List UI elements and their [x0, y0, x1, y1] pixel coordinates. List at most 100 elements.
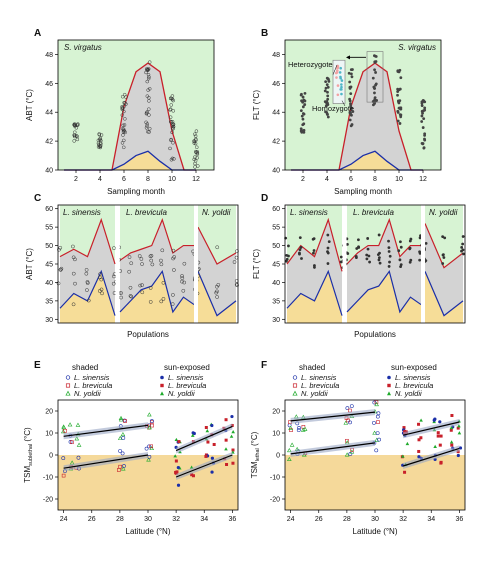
- data-point: [168, 146, 172, 151]
- data-point: [299, 246, 303, 249]
- data-point: [210, 423, 214, 428]
- data-point: [460, 245, 464, 249]
- data-point: [59, 266, 64, 271]
- data-point: [75, 422, 81, 427]
- data-point: [97, 144, 102, 148]
- lower-envelope-fill: [425, 271, 463, 323]
- data-point: [173, 454, 177, 458]
- highlight-box: [332, 59, 346, 104]
- data-point: [417, 455, 421, 459]
- data-point: [150, 419, 154, 423]
- data-point: [326, 115, 330, 119]
- data-point: [147, 425, 152, 430]
- x-tick-label: 34: [200, 516, 208, 523]
- y-tick-label: 60: [45, 206, 53, 213]
- data-point: [195, 150, 200, 154]
- x-tick-label: 4: [98, 176, 102, 183]
- x-tick-label: 30: [144, 516, 152, 523]
- data-point: [193, 134, 198, 138]
- data-point: [168, 96, 173, 101]
- data-point: [375, 431, 380, 435]
- data-point: [177, 440, 181, 444]
- data-point: [74, 436, 80, 441]
- data-point: [300, 92, 303, 96]
- data-point: [373, 101, 377, 104]
- y-tick-label: 48: [45, 52, 53, 59]
- data-point: [374, 448, 379, 453]
- data-point: [192, 157, 196, 162]
- data-point: [323, 89, 327, 93]
- data-point: [195, 156, 199, 160]
- data-point: [287, 456, 292, 461]
- data-point: [169, 158, 174, 162]
- data-point: [170, 130, 174, 135]
- data-point: [206, 440, 210, 444]
- data-point: [190, 433, 195, 437]
- y-tick-label: 50: [45, 243, 53, 250]
- data-point: [424, 241, 428, 245]
- data-point: [128, 285, 133, 290]
- data-point: [145, 79, 150, 84]
- data-point: [287, 254, 290, 258]
- data-point: [210, 470, 214, 474]
- data-point: [339, 255, 343, 259]
- data-point: [449, 425, 454, 430]
- data-point: [139, 257, 144, 261]
- data-point: [215, 284, 219, 289]
- data-point: [357, 246, 361, 249]
- data-point: [122, 464, 126, 468]
- data-point: [58, 245, 63, 250]
- panel-letter: E: [34, 360, 41, 371]
- data-point: [170, 94, 175, 98]
- data-point: [195, 145, 199, 150]
- data-point: [300, 129, 304, 133]
- y-axis-label: TSMlethal (°C): [250, 431, 261, 478]
- data-point: [145, 94, 150, 98]
- data-point: [423, 100, 427, 104]
- data-point: [457, 424, 461, 428]
- legend-label: N. yoldii: [168, 389, 195, 398]
- data-point: [387, 265, 391, 268]
- data-point: [372, 400, 377, 405]
- data-point: [289, 442, 295, 447]
- data-point: [169, 120, 173, 124]
- data-point: [146, 76, 151, 81]
- data-point: [371, 76, 375, 80]
- comparison-box: [366, 51, 384, 103]
- legend-marker: [160, 375, 164, 380]
- data-point: [399, 245, 403, 249]
- species-label: N. yoldii: [202, 208, 231, 217]
- legend-label: L. brevicula: [301, 381, 339, 390]
- data-point: [456, 453, 460, 458]
- lower-line: [119, 269, 195, 314]
- y-tick-label: -20: [43, 497, 53, 504]
- data-point: [302, 426, 308, 431]
- regression-line: [290, 442, 376, 455]
- plot-frame: [284, 39, 442, 171]
- data-point: [343, 420, 349, 425]
- x-tick-label: 8: [373, 176, 377, 183]
- data-point: [145, 110, 149, 114]
- data-point: [302, 122, 306, 126]
- data-point: [172, 157, 176, 161]
- data-point: [418, 258, 422, 262]
- data-point: [300, 427, 306, 432]
- data-point: [388, 260, 391, 264]
- data-point: [140, 262, 144, 266]
- data-point: [61, 424, 66, 429]
- upper-line: [346, 217, 421, 265]
- data-point: [349, 404, 354, 408]
- y-tick-label: 45: [272, 262, 280, 269]
- legend-label: L. brevicula: [168, 381, 206, 390]
- data-point: [144, 126, 149, 130]
- upper-line: [286, 217, 343, 272]
- data-point: [375, 414, 380, 419]
- data-point: [399, 76, 403, 80]
- y-tick-label: -10: [270, 475, 280, 482]
- data-point: [118, 449, 123, 453]
- x-tick-label: 10: [168, 176, 176, 183]
- y-tick-label: 42: [272, 139, 280, 146]
- data-point: [210, 456, 214, 460]
- data-point: [409, 258, 413, 262]
- y-tick-label: 30: [45, 317, 53, 324]
